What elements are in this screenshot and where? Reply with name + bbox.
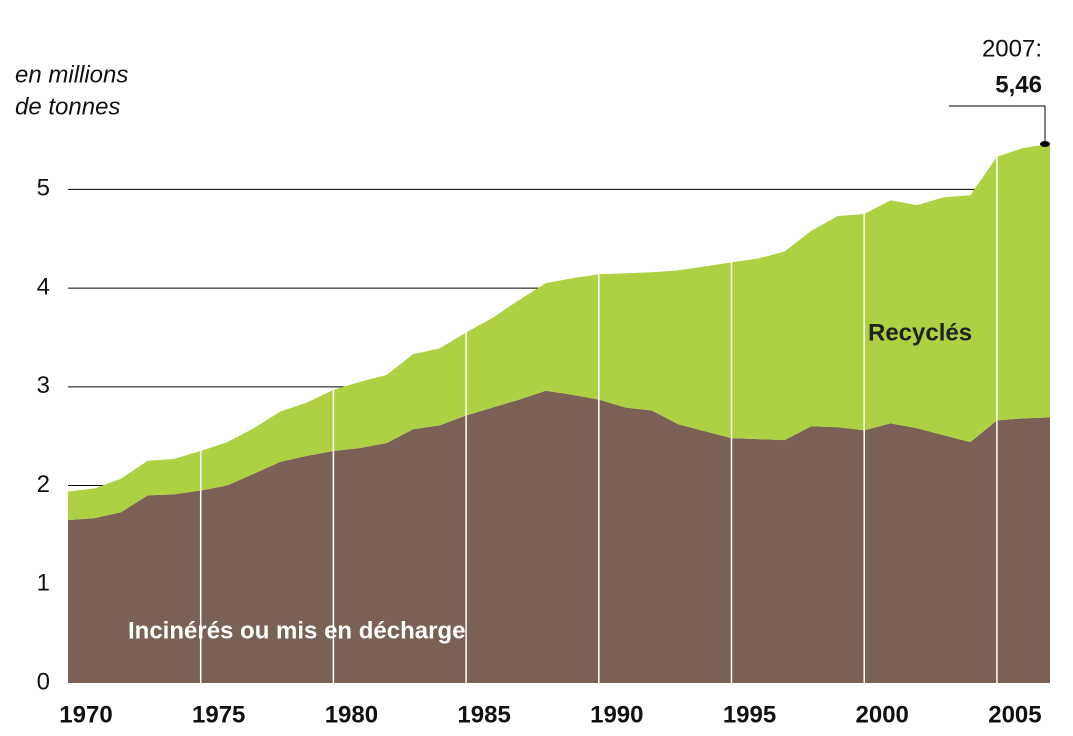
chart: en millions de tonnes 0 1 2 3 4 5 1970 1975 1980… — [0, 0, 1073, 731]
x-tick-label: 1970 — [59, 701, 112, 728]
y-axis-label: en millions — [15, 61, 128, 88]
annotation-dot — [1040, 141, 1050, 147]
x-tick-label: 1975 — [192, 701, 245, 728]
y-tick-label: 2 — [37, 471, 50, 498]
series-label: Incinérés ou mis en décharge — [128, 617, 465, 644]
series-label: Recyclés — [868, 319, 972, 346]
y-axis-label: de tonnes — [15, 93, 120, 120]
annotation-label: 2007: — [982, 35, 1042, 62]
x-tick-label: 2005 — [988, 701, 1041, 728]
annotation-value: 5,46 — [995, 71, 1042, 98]
x-tick-label: 1990 — [590, 701, 643, 728]
x-tick-label: 1985 — [457, 701, 510, 728]
y-tick-label: 5 — [37, 175, 50, 202]
x-tick-label: 1995 — [723, 701, 776, 728]
y-tick-label: 4 — [37, 273, 50, 300]
y-tick-label: 0 — [37, 668, 50, 695]
x-tick-label: 1980 — [325, 701, 378, 728]
y-tick-label: 3 — [37, 372, 50, 399]
y-tick-label: 1 — [37, 570, 50, 597]
x-tick-label: 2000 — [856, 701, 909, 728]
annotation-leader — [949, 106, 1045, 144]
